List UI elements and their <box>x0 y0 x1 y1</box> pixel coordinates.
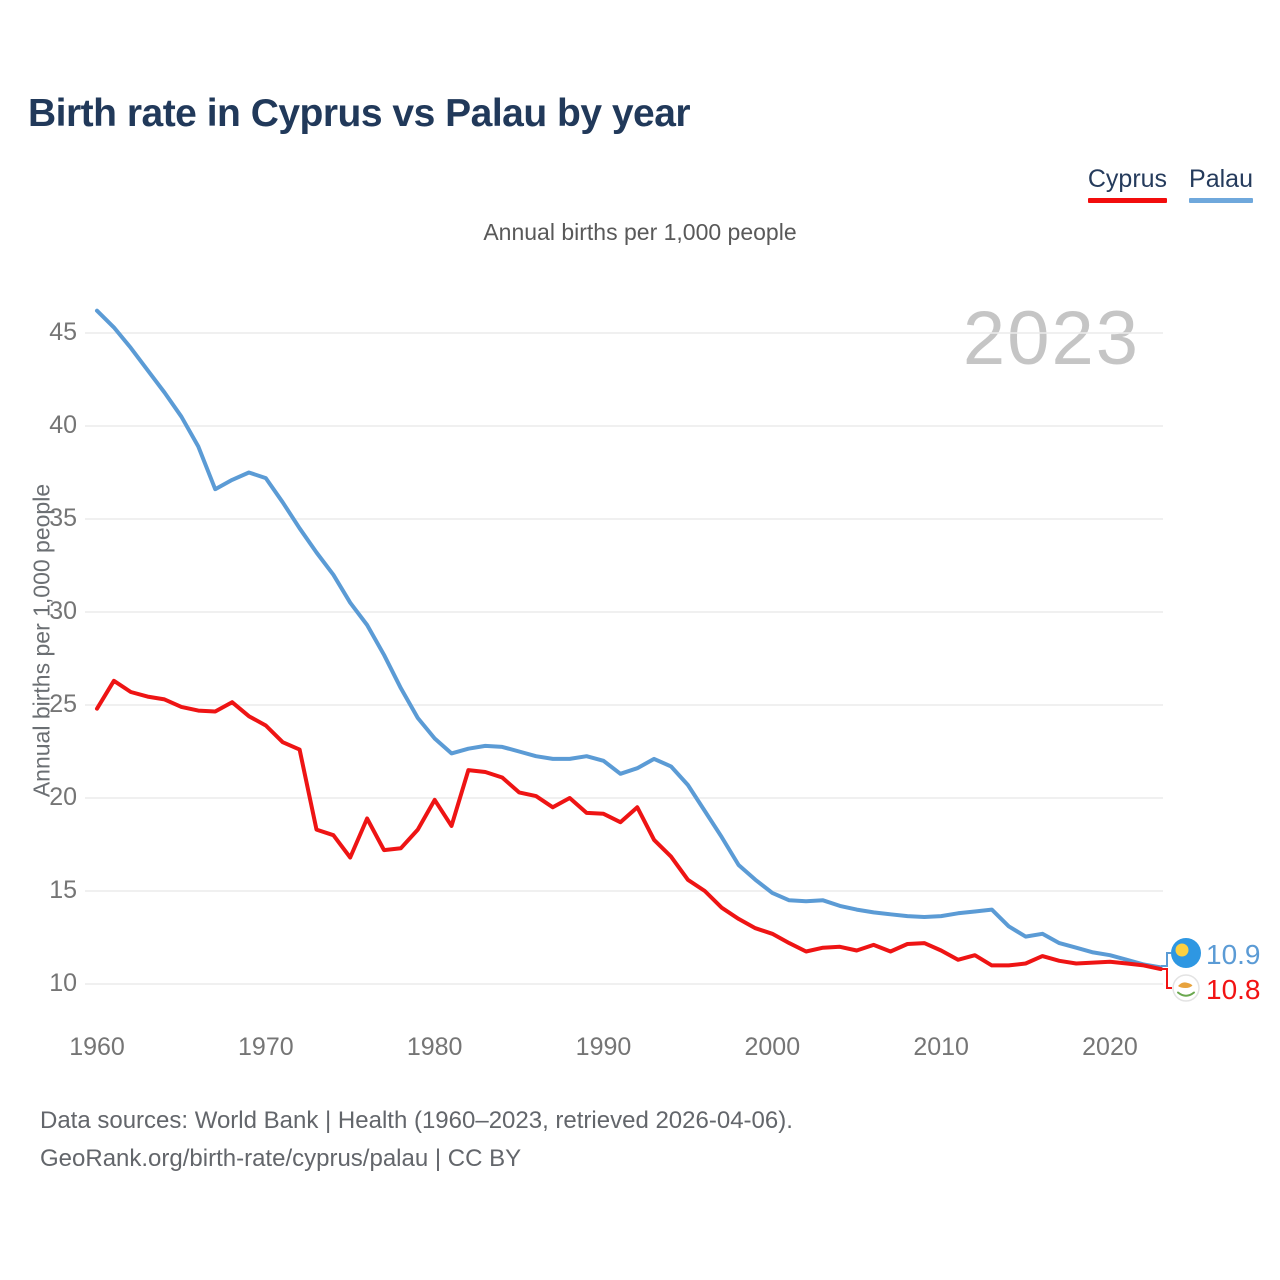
cyprus-leader-line <box>1161 968 1172 989</box>
x-tick-1990: 1990 <box>575 1033 632 1061</box>
legend-label-palau: Palau <box>1189 165 1253 193</box>
y-tick-35: 35 <box>49 504 77 532</box>
footer-sources: Data sources: World Bank | Health (1960–… <box>40 1107 793 1134</box>
palau-flag-icon <box>1171 938 1201 968</box>
watermark-year: 2023 <box>962 296 1140 381</box>
gridlines <box>85 332 1163 985</box>
legend-item-palau[interactable]: Palau <box>1189 165 1253 203</box>
cyprus-series-line <box>95 678 1163 972</box>
legend: Cyprus Palau <box>1087 165 1253 203</box>
x-tick-2000: 2000 <box>744 1033 801 1061</box>
y-tick-30: 30 <box>49 597 77 625</box>
y-axis-title: Annual births per 1,000 people <box>28 483 55 798</box>
y-tick-45: 45 <box>49 318 77 346</box>
y-tick-15: 15 <box>49 876 77 904</box>
x-tick-2020: 2020 <box>1082 1033 1138 1061</box>
legend-underline-palau <box>1189 198 1253 203</box>
footer-attribution: GeoRank.org/birth-rate/cyprus/palau | CC… <box>40 1145 522 1172</box>
y-tick-25: 25 <box>49 690 77 718</box>
legend-underline-cyprus <box>1087 198 1168 203</box>
palau-leader-line <box>1161 952 1171 967</box>
legend-item-cyprus[interactable]: Cyprus <box>1087 165 1168 203</box>
x-tick-1960: 1960 <box>69 1033 125 1061</box>
page-title: Birth rate in Cyprus vs Palau by year <box>28 92 691 135</box>
y-tick-10: 10 <box>49 969 77 997</box>
end-value-palau: 10.9 <box>1206 939 1261 970</box>
chart-subtitle: Annual births per 1,000 people <box>483 219 797 245</box>
cyprus-flag-icon <box>1172 974 1200 1002</box>
y-tick-40: 40 <box>49 411 77 439</box>
x-tick-1980: 1980 <box>406 1033 463 1061</box>
x-tick-1970: 1970 <box>238 1033 294 1061</box>
end-value-cyprus: 10.8 <box>1206 974 1261 1005</box>
legend-label-cyprus: Cyprus <box>1087 165 1168 193</box>
y-tick-20: 20 <box>49 783 77 811</box>
x-tick-2010: 2010 <box>913 1033 969 1061</box>
palau-series-line <box>95 308 1163 970</box>
